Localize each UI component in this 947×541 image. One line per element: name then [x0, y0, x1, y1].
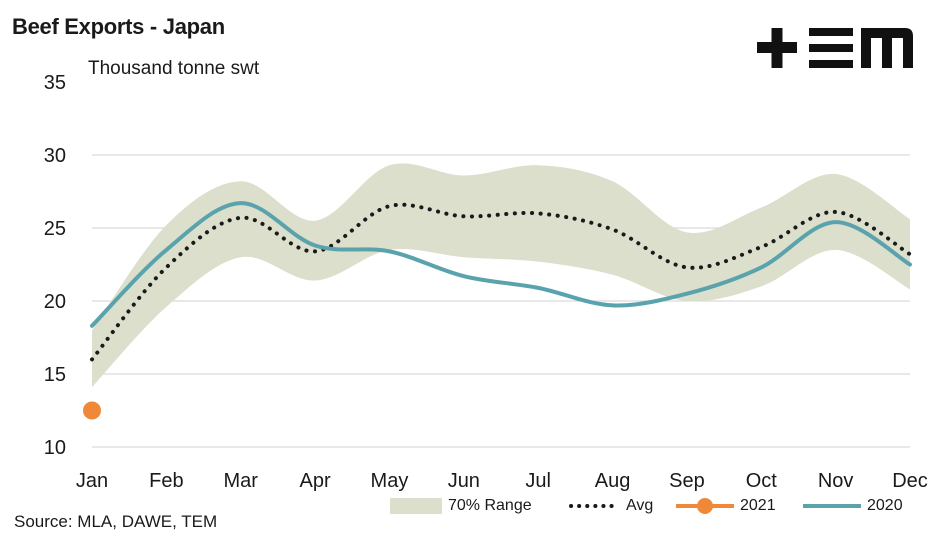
chart-subtitle: Thousand tonne swt: [88, 58, 260, 79]
legend-label-2020: 2020: [867, 497, 903, 514]
x-tick-sep: Sep: [669, 470, 705, 492]
x-tick-oct: Oct: [746, 470, 778, 492]
legend-item-2021: 2021: [676, 494, 776, 518]
x-tick-jun: Jun: [448, 470, 480, 492]
y-tick-25: 25: [44, 218, 66, 240]
point-2021-jan: [83, 401, 101, 420]
range-area: [92, 163, 910, 388]
x-tick-labels: Jan Feb Mar Apr May Jun Jul Aug Sep Oct Nov Dec: [76, 470, 928, 492]
legend-swatch-range: [390, 498, 442, 514]
x-tick-nov: Nov: [818, 470, 854, 492]
y-tick-15: 15: [44, 364, 66, 386]
x-tick-apr: Apr: [300, 470, 331, 492]
legend-label-avg: Avg: [626, 497, 654, 514]
x-tick-mar: Mar: [224, 470, 259, 492]
chart-source: Source: MLA, DAWE, TEM: [14, 512, 218, 531]
y-tick-labels: 10 15 20 25 30 35: [44, 72, 66, 459]
legend-item-avg: Avg: [568, 494, 653, 518]
legend-swatch-avg: [569, 504, 620, 508]
legend-label-2021: 2021: [740, 497, 776, 514]
range-band: [92, 163, 910, 388]
y-tick-35: 35: [44, 72, 66, 94]
legend-swatch-2021: [676, 498, 734, 514]
x-tick-dec: Dec: [892, 470, 928, 492]
tem-logo: [757, 28, 913, 68]
legend-swatch-2020: [803, 504, 861, 508]
legend-item-2020: 2020: [803, 494, 903, 518]
legend-item-range: 70% Range: [390, 494, 532, 518]
y-tick-20: 20: [44, 291, 66, 313]
x-tick-aug: Aug: [595, 470, 631, 492]
chart-title: Beef Exports - Japan: [12, 14, 225, 39]
y-tick-10: 10: [44, 437, 66, 459]
series-lines: [83, 201, 912, 420]
series-line-avg: [90, 202, 912, 362]
x-tick-jan: Jan: [76, 470, 108, 492]
x-tick-may: May: [371, 470, 409, 492]
y-tick-30: 30: [44, 145, 66, 167]
x-tick-feb: Feb: [149, 470, 183, 492]
x-tick-jul: Jul: [525, 470, 551, 492]
legend-label-range: 70% Range: [448, 497, 532, 514]
series-line-2020: [90, 201, 912, 328]
